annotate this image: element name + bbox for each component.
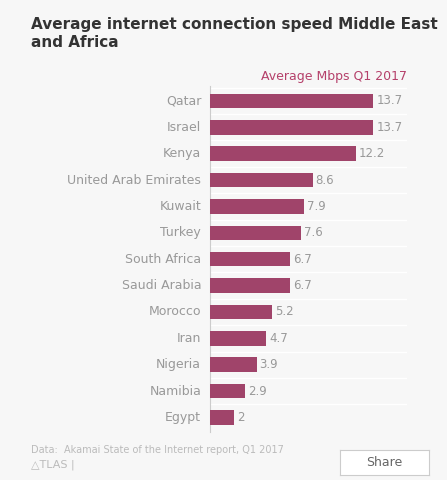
Bar [210, 252, 290, 266]
Text: South Africa: South Africa [125, 252, 201, 266]
Text: Data:  Akamai State of the Internet report, Q1 2017: Data: Akamai State of the Internet repor… [31, 445, 284, 456]
Text: Average Mbps Q1 2017: Average Mbps Q1 2017 [261, 70, 407, 83]
Text: 6.7: 6.7 [293, 252, 312, 266]
Bar [210, 199, 304, 214]
Text: Saudi Arabia: Saudi Arabia [122, 279, 201, 292]
Text: Morocco: Morocco [149, 305, 201, 318]
Bar [210, 120, 373, 134]
Text: Egypt: Egypt [165, 411, 201, 424]
Text: Kuwait: Kuwait [160, 200, 201, 213]
Text: Qatar: Qatar [166, 95, 201, 108]
Text: Israel: Israel [167, 121, 201, 134]
Text: 12.2: 12.2 [358, 147, 385, 160]
Text: 2.9: 2.9 [248, 384, 266, 397]
Bar [210, 226, 301, 240]
Text: 4.7: 4.7 [269, 332, 288, 345]
Bar [210, 331, 266, 346]
Text: Average internet connection speed Middle East
and Africa: Average internet connection speed Middle… [31, 17, 438, 50]
Text: 7.6: 7.6 [304, 226, 322, 240]
Text: Kenya: Kenya [163, 147, 201, 160]
Text: Iran: Iran [177, 332, 201, 345]
Text: 13.7: 13.7 [376, 95, 402, 108]
Bar [210, 173, 312, 187]
Bar [210, 384, 245, 398]
Text: Namibia: Namibia [149, 384, 201, 397]
Text: 5.2: 5.2 [275, 305, 294, 318]
Text: Turkey: Turkey [160, 226, 201, 240]
Bar [210, 358, 257, 372]
Bar [210, 278, 290, 293]
Bar [210, 94, 373, 108]
Text: △TLAS |: △TLAS | [31, 460, 75, 470]
Text: 6.7: 6.7 [293, 279, 312, 292]
Text: 3.9: 3.9 [260, 358, 278, 371]
Bar [210, 305, 272, 319]
Text: 13.7: 13.7 [376, 121, 402, 134]
Text: 7.9: 7.9 [307, 200, 326, 213]
Bar [210, 410, 234, 425]
Text: 8.6: 8.6 [316, 174, 334, 187]
Text: Share: Share [366, 456, 403, 469]
Text: United Arab Emirates: United Arab Emirates [67, 174, 201, 187]
Text: Nigeria: Nigeria [156, 358, 201, 371]
Text: 2: 2 [237, 411, 245, 424]
Bar [210, 146, 355, 161]
